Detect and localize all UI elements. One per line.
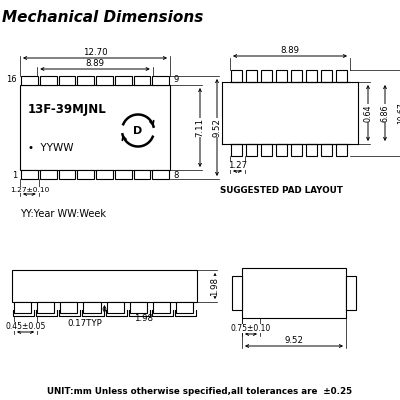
Text: 10.67: 10.67	[398, 102, 400, 124]
Bar	[37, 302, 54, 313]
Bar	[321, 70, 332, 82]
Bar	[261, 70, 272, 82]
Bar	[231, 144, 242, 156]
Bar	[83, 302, 100, 313]
Bar	[21, 76, 38, 85]
Bar	[96, 170, 113, 179]
Text: 1.27: 1.27	[228, 161, 247, 170]
Text: 8.89: 8.89	[280, 46, 300, 55]
Bar	[14, 302, 31, 313]
Text: Mechanical Dimensions: Mechanical Dimensions	[2, 10, 203, 26]
Bar	[20, 85, 170, 170]
Bar	[336, 70, 347, 82]
Bar	[242, 268, 346, 318]
Bar	[60, 302, 77, 313]
Text: 1.98: 1.98	[210, 276, 220, 296]
Bar	[130, 302, 147, 313]
Text: 7.11: 7.11	[196, 118, 204, 137]
Text: 1.27±0.10: 1.27±0.10	[10, 187, 49, 193]
Text: 0.64: 0.64	[364, 104, 372, 122]
Bar	[77, 76, 94, 85]
Bar	[134, 170, 150, 179]
Bar	[246, 144, 257, 156]
Bar	[134, 76, 150, 85]
Bar	[40, 170, 56, 179]
Bar	[261, 144, 272, 156]
Text: 12.70: 12.70	[83, 48, 107, 57]
Bar	[77, 170, 94, 179]
Text: 13F-39MJNL: 13F-39MJNL	[28, 103, 107, 116]
Text: 16: 16	[6, 75, 17, 84]
Bar	[153, 302, 170, 313]
Bar	[232, 276, 242, 310]
Bar	[291, 144, 302, 156]
Text: 1.98: 1.98	[134, 314, 154, 323]
Bar	[176, 302, 193, 313]
Bar	[346, 276, 356, 310]
Bar	[231, 70, 242, 82]
Text: •  YYWW: • YYWW	[28, 143, 74, 153]
Text: 9: 9	[173, 75, 178, 84]
Bar	[321, 144, 332, 156]
Bar	[21, 170, 38, 179]
Bar	[306, 70, 317, 82]
Bar	[152, 76, 169, 85]
Bar	[40, 76, 56, 85]
Bar	[246, 70, 257, 82]
Text: 0.17TYP: 0.17TYP	[68, 319, 102, 328]
Text: 9.52: 9.52	[284, 336, 304, 345]
Bar	[276, 144, 287, 156]
Bar	[12, 270, 197, 302]
Bar	[276, 70, 287, 82]
Bar	[115, 76, 132, 85]
Bar	[291, 70, 302, 82]
Bar	[336, 144, 347, 156]
Bar	[58, 170, 75, 179]
Bar	[58, 76, 75, 85]
Text: 9.52: 9.52	[212, 118, 222, 137]
Text: 0.75±0.10: 0.75±0.10	[231, 324, 271, 333]
Text: D: D	[133, 126, 143, 136]
Bar	[306, 144, 317, 156]
Text: 1: 1	[12, 171, 17, 180]
Text: 8.89: 8.89	[86, 59, 104, 68]
Bar	[115, 170, 132, 179]
Bar	[96, 76, 113, 85]
Bar	[152, 170, 169, 179]
Text: 0.45±0.05: 0.45±0.05	[5, 322, 46, 331]
Text: UNIT:mm Unless otherwise specified,all tolerances are  ±0.25: UNIT:mm Unless otherwise specified,all t…	[48, 387, 352, 396]
Text: 6.86: 6.86	[380, 104, 390, 122]
Text: YY:Year WW:Week: YY:Year WW:Week	[20, 209, 106, 219]
Bar	[106, 302, 124, 313]
Text: 8: 8	[173, 171, 178, 180]
Text: SUGGESTED PAD LAYOUT: SUGGESTED PAD LAYOUT	[220, 186, 343, 195]
